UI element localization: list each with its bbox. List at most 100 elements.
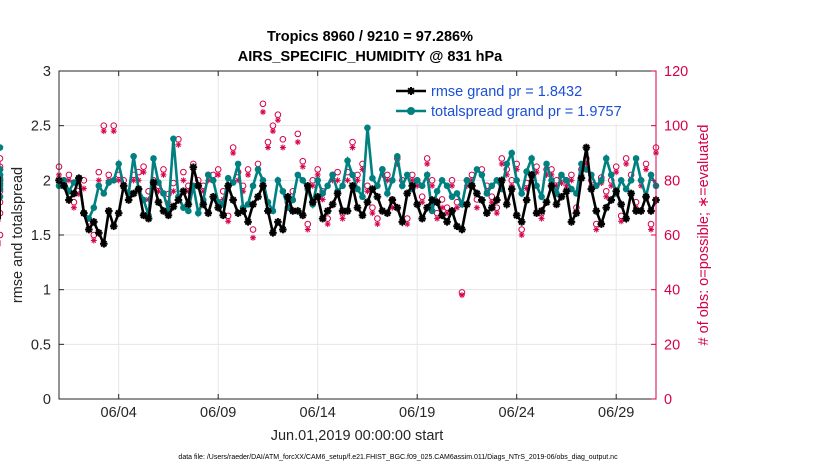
evaluated-obs-point — [454, 204, 460, 211]
totalspread-point — [503, 160, 511, 168]
rmse-point — [99, 239, 108, 248]
totalspread-point — [0, 166, 4, 173]
rmse-point — [109, 222, 118, 231]
evaluated-obs-point — [110, 128, 117, 135]
evaluated-obs-point — [160, 171, 167, 178]
totalspread-point — [627, 177, 635, 184]
totalspread-point — [294, 171, 302, 179]
evaluated-obs-point — [434, 215, 441, 222]
totalspread-point — [170, 135, 177, 143]
totalspread-point — [493, 177, 501, 184]
rmse-point — [373, 192, 382, 201]
totalspread-point — [563, 177, 570, 184]
rmse-point — [333, 189, 342, 198]
rmse-point — [383, 209, 392, 217]
rmse-point — [134, 185, 143, 193]
totalspread-point — [528, 155, 535, 162]
y-right-tick-label: 0 — [664, 392, 672, 408]
rmse-point — [627, 189, 635, 198]
totalspread-point — [349, 171, 356, 179]
totalspread-point — [403, 171, 411, 179]
evaluated-obs-point — [643, 166, 650, 173]
rmse-point — [274, 218, 282, 226]
totalspread-point — [0, 144, 4, 151]
totalspread-point — [180, 204, 187, 211]
rmse-point — [298, 211, 307, 220]
rmse-point — [607, 196, 616, 204]
totalspread-point — [160, 190, 167, 197]
totalspread-point — [359, 193, 366, 201]
totalspread-point — [314, 177, 322, 184]
totalspread-point — [438, 177, 446, 184]
evaluated-obs-point — [304, 226, 311, 233]
totalspread-point — [299, 177, 307, 184]
legend-rmse-marker — [407, 87, 415, 95]
totalspread-point — [637, 177, 645, 184]
evaluated-obs-point — [274, 117, 281, 124]
totalspread-point — [423, 171, 431, 179]
rmse-point — [80, 209, 88, 217]
totalspread-point — [543, 160, 550, 168]
rmse-point — [239, 207, 247, 215]
evaluated-obs-point — [279, 144, 286, 151]
totalspread-point — [453, 190, 461, 197]
y-axis-label: rmse and totalspread — [10, 167, 26, 303]
rmse-point — [95, 229, 103, 237]
rmse-point — [642, 192, 650, 201]
evaluated-obs-point — [374, 221, 381, 228]
rmse-point — [363, 198, 372, 206]
rmse-point — [512, 211, 521, 220]
rmse-point — [647, 207, 655, 215]
totalspread-point — [488, 182, 496, 190]
rmse-point — [353, 203, 362, 212]
totalspread-point — [632, 155, 640, 162]
rmse-point — [423, 203, 431, 212]
rmse-point — [393, 203, 402, 212]
totalspread-point — [533, 182, 540, 190]
rmse-point — [229, 196, 237, 204]
totalspread-point — [448, 193, 456, 201]
rmse-point — [65, 196, 73, 204]
rmse-point — [129, 189, 138, 198]
totalspread-point — [224, 174, 232, 182]
legend-rmse-label: rmse grand pr = 1.8432 — [431, 84, 582, 100]
rmse-point — [537, 207, 546, 215]
rmse-point — [637, 207, 645, 215]
rmse-point — [308, 198, 317, 206]
evaluated-obs-point — [175, 141, 182, 148]
rmse-point — [587, 185, 596, 193]
possible-obs-point — [0, 209, 4, 217]
rmse-point — [119, 182, 128, 190]
evaluated-obs-point — [493, 210, 500, 217]
totalspread-point — [354, 185, 361, 193]
rmse-point — [418, 214, 426, 223]
legend: rmse grand pr = 1.8432 totalspread grand… — [393, 76, 653, 124]
totalspread-point — [548, 177, 555, 184]
rmse-point — [557, 192, 566, 201]
rmse-point — [358, 211, 367, 220]
rmse-point — [244, 218, 252, 226]
possible-obs-point — [249, 226, 257, 233]
evaluated-obs-point — [623, 160, 630, 167]
chart-title: Tropics 8960 / 9210 = 97.286% — [267, 29, 473, 45]
y-tick-label: 2 — [43, 173, 51, 189]
totalspread-point — [234, 160, 242, 168]
y-right-tick-label: 120 — [664, 64, 688, 80]
rmse-point — [348, 182, 357, 190]
rmse-point — [124, 196, 133, 204]
totalspread-point — [622, 185, 630, 193]
y-axis-label-right: # of obs: o=possible; ∗=evaluated — [696, 125, 712, 346]
rmse-point — [497, 176, 506, 185]
x-tick-label: 06/19 — [399, 405, 435, 421]
rmse-point — [209, 192, 218, 201]
rmse-point — [174, 196, 183, 204]
totalspread-point — [369, 174, 376, 182]
totalspread-point — [602, 155, 610, 162]
x-tick-label: 06/24 — [499, 405, 535, 421]
totalspread-point — [384, 190, 391, 197]
rmse-point — [517, 218, 526, 226]
x-tick-label: 06/14 — [300, 405, 336, 421]
totalspread-point — [458, 201, 466, 208]
rmse-point — [388, 196, 397, 204]
evaluated-obs-point — [170, 188, 177, 195]
